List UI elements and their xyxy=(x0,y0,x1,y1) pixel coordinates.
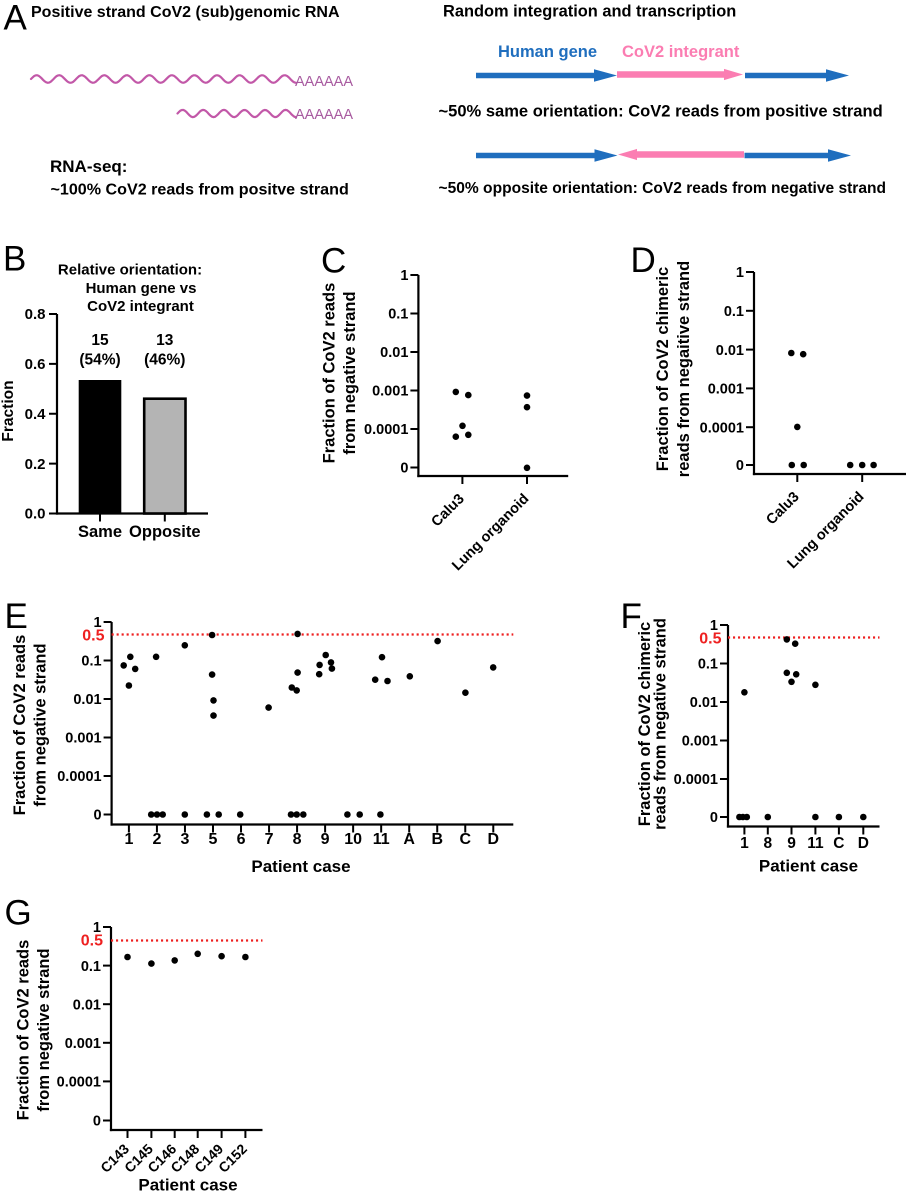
svg-text:5: 5 xyxy=(209,831,218,848)
svg-text:0.6: 0.6 xyxy=(25,356,46,373)
svg-text:0.0: 0.0 xyxy=(25,506,46,523)
svg-text:11: 11 xyxy=(807,835,824,852)
svg-text:Patient case: Patient case xyxy=(759,857,858,876)
svg-text:13: 13 xyxy=(156,332,174,349)
svg-text:1: 1 xyxy=(740,835,749,852)
svg-text:reads from negaitive strand: reads from negaitive strand xyxy=(675,261,693,477)
svg-text:G: G xyxy=(5,894,32,933)
svg-text:Fraction of CoV2 reads: Fraction of CoV2 reads xyxy=(320,283,338,464)
svg-text:D: D xyxy=(858,835,869,852)
svg-text:0.2: 0.2 xyxy=(25,456,46,473)
svg-text:0.0001: 0.0001 xyxy=(674,772,718,788)
svg-text:C: C xyxy=(833,835,844,852)
svg-text:Fraction of CoV2 chimeric: Fraction of CoV2 chimeric xyxy=(636,622,654,826)
svg-text:1: 1 xyxy=(93,920,101,936)
svg-text:0.1: 0.1 xyxy=(724,304,744,320)
svg-text:0.001: 0.001 xyxy=(682,734,718,750)
svg-text:0.0001: 0.0001 xyxy=(700,420,744,436)
svg-text:1: 1 xyxy=(124,831,133,848)
svg-text:A: A xyxy=(403,831,415,848)
svg-text:from negative strand: from negative strand xyxy=(35,948,53,1111)
svg-text:D: D xyxy=(631,241,656,280)
svg-text:Relative orientation:: Relative orientation: xyxy=(58,262,202,279)
svg-text:Patient case: Patient case xyxy=(251,857,350,876)
svg-text:2: 2 xyxy=(152,831,161,848)
svg-text:0.5: 0.5 xyxy=(82,628,104,645)
svg-text:0.0001: 0.0001 xyxy=(364,422,408,438)
svg-text:0.0001: 0.0001 xyxy=(57,1075,101,1091)
svg-text:1: 1 xyxy=(94,615,102,631)
svg-text:CoV2 integrant: CoV2 integrant xyxy=(622,43,740,61)
svg-text:Random integration and transcr: Random integration and transcription xyxy=(443,3,736,21)
svg-text:~50% opposite orientation: CoV: ~50% opposite orientation: CoV2 reads fr… xyxy=(439,180,887,197)
svg-text:~50% same orientation: CoV2 re: ~50% same orientation: CoV2 reads from p… xyxy=(439,102,883,121)
svg-text:6: 6 xyxy=(237,831,246,848)
svg-text:B: B xyxy=(3,240,26,279)
svg-text:7: 7 xyxy=(265,831,274,848)
svg-text:F: F xyxy=(621,597,642,636)
svg-text:0.001: 0.001 xyxy=(65,731,101,747)
svg-text:0.8: 0.8 xyxy=(25,306,46,323)
svg-text:1: 1 xyxy=(710,618,718,634)
svg-text:11: 11 xyxy=(373,831,390,848)
svg-text:3: 3 xyxy=(181,831,190,848)
svg-text:8: 8 xyxy=(763,835,772,852)
svg-text:C: C xyxy=(459,831,471,848)
svg-text:from negative strand: from negative strand xyxy=(32,643,50,806)
svg-text:10: 10 xyxy=(344,831,362,848)
svg-text:1: 1 xyxy=(736,265,744,281)
svg-text:0: 0 xyxy=(710,810,718,826)
svg-text:reads from negative strand: reads from negative strand xyxy=(651,618,669,830)
svg-text:0.01: 0.01 xyxy=(380,345,408,361)
svg-text:9: 9 xyxy=(787,835,796,852)
svg-text:0.01: 0.01 xyxy=(73,997,101,1013)
svg-text:0.001: 0.001 xyxy=(708,382,744,398)
svg-text:CoV2 integrant: CoV2 integrant xyxy=(87,298,194,315)
svg-text:Human gene vs: Human gene vs xyxy=(86,280,197,297)
svg-text:0.01: 0.01 xyxy=(690,695,718,711)
svg-text:A: A xyxy=(4,0,28,38)
svg-text:0.1: 0.1 xyxy=(81,959,101,975)
svg-text:0.5: 0.5 xyxy=(81,933,103,950)
svg-text:Opposite: Opposite xyxy=(129,523,201,541)
svg-text:0.01: 0.01 xyxy=(73,692,101,708)
svg-text:D: D xyxy=(488,831,500,848)
svg-text:15: 15 xyxy=(91,332,109,349)
svg-text:0: 0 xyxy=(94,808,102,824)
svg-text:(46%): (46%) xyxy=(144,352,185,369)
svg-text:AAAAAA: AAAAAA xyxy=(295,107,353,123)
svg-text:Fraction of CoV2 reads: Fraction of CoV2 reads xyxy=(11,635,29,816)
svg-text:0.1: 0.1 xyxy=(388,307,408,323)
svg-text:C: C xyxy=(321,242,346,281)
svg-text:0.1: 0.1 xyxy=(81,654,101,670)
svg-text:RNA-seq:: RNA-seq: xyxy=(50,157,127,176)
svg-text:0: 0 xyxy=(736,458,744,474)
svg-text:Human gene: Human gene xyxy=(498,43,597,61)
svg-text:Fraction of CoV2 reads: Fraction of CoV2 reads xyxy=(15,940,33,1121)
svg-text:0: 0 xyxy=(93,1114,101,1130)
svg-text:0.001: 0.001 xyxy=(65,1036,101,1052)
svg-text:0.5: 0.5 xyxy=(699,631,721,648)
svg-text:9: 9 xyxy=(321,831,330,848)
svg-text:0.01: 0.01 xyxy=(716,343,744,359)
svg-text:Fraction: Fraction xyxy=(0,380,17,441)
svg-text:Same: Same xyxy=(78,523,122,541)
svg-text:Patient case: Patient case xyxy=(138,1176,237,1195)
svg-text:from negative strand: from negative strand xyxy=(341,291,359,454)
svg-text:~100% CoV2 reads from positve: ~100% CoV2 reads from positve strand xyxy=(51,181,349,199)
svg-text:B: B xyxy=(431,831,443,848)
svg-text:Positive strand CoV2 (sub)geno: Positive strand CoV2 (sub)genomic RNA xyxy=(31,4,340,21)
svg-text:AAAAAA: AAAAAA xyxy=(295,74,353,90)
svg-text:1: 1 xyxy=(400,268,408,284)
svg-text:0.0001: 0.0001 xyxy=(57,769,101,785)
svg-text:E: E xyxy=(5,597,28,636)
svg-text:0.1: 0.1 xyxy=(698,657,718,673)
svg-text:(54%): (54%) xyxy=(79,352,120,369)
svg-text:0.001: 0.001 xyxy=(372,384,408,400)
svg-text:Fraction of CoV2 chimeric: Fraction of CoV2 chimeric xyxy=(654,267,672,471)
svg-text:0: 0 xyxy=(400,461,408,477)
svg-text:0.4: 0.4 xyxy=(25,406,47,423)
svg-text:8: 8 xyxy=(293,831,302,848)
